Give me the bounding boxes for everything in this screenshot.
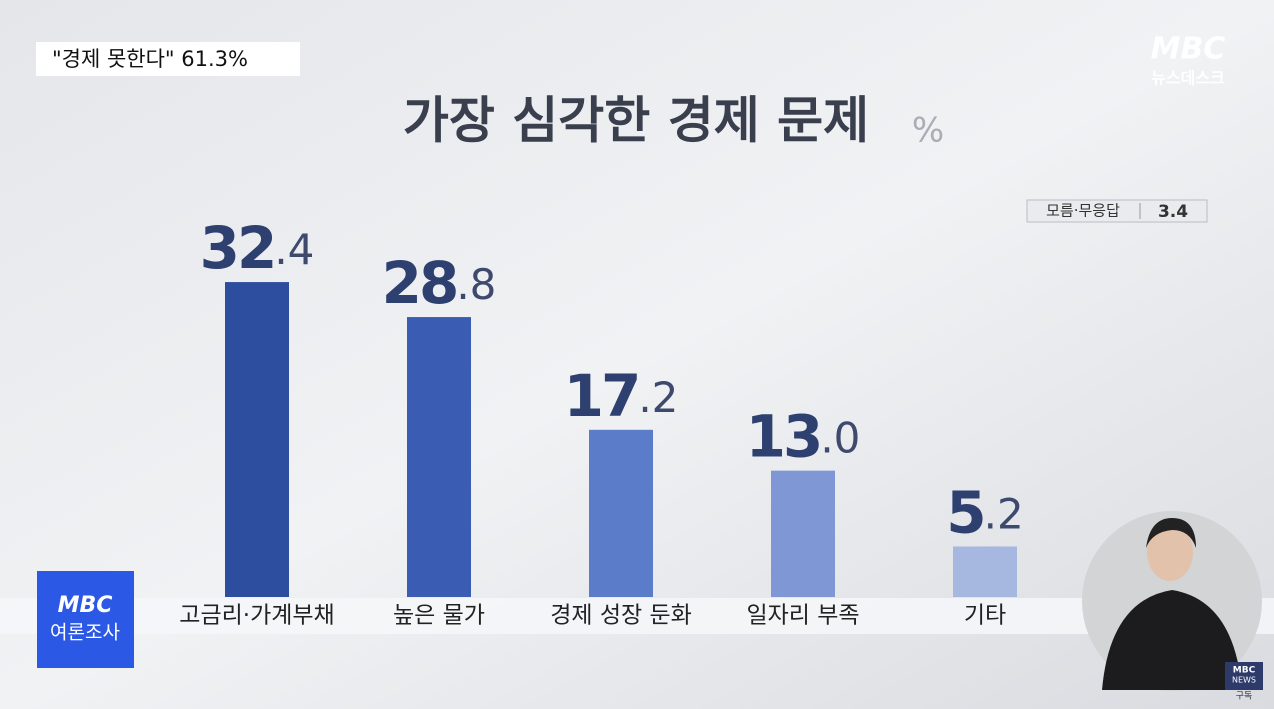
badge-bottom: 여론조사 [50,622,120,644]
note-box [1026,199,1208,223]
label-strip [0,598,1274,634]
bar [771,470,835,597]
bars: 32.4 고금리·가계부채 28.8 높은 물가 17.2 경제 성장 둔화 13.0 일자리… [179,214,1023,628]
x-tick-label: 높은 물가 [393,603,485,629]
bar [407,317,471,597]
corner-middle: NEWS [1232,676,1256,685]
corner-top: MBC [1233,666,1256,676]
bar [953,546,1017,597]
badge [37,571,134,668]
value-label: 32.4 [200,214,315,282]
chart-title: 가장 심각한 경제 문제 [403,92,869,150]
bar [225,282,289,597]
x-tick-label: 기타 [964,603,1006,629]
bar [589,429,653,597]
value-label: 17.2 [564,362,679,430]
caption-box [36,42,300,76]
interpreter-face [1147,523,1193,581]
corner-logo [1225,662,1263,690]
value-label: 28.8 [382,249,497,317]
corner-bottom: 구독 [1236,691,1253,702]
unit: % [912,111,944,151]
logo-top: MBC [1151,32,1226,67]
x-tick-label: 고금리·가계부채 [179,603,334,629]
badge-top: MBC [58,593,113,618]
value-label: 13.0 [746,403,861,471]
caption: "경제 못한다" 61.3% [52,47,248,71]
note-value: 3.4 [1158,202,1188,222]
value-label: 5.2 [946,479,1023,547]
x-tick-label: 경제 성장 둔화 [550,603,692,629]
note-label: 모름·무응답 [1046,202,1120,220]
interpreter-body [1102,590,1242,690]
interpreter-hair [1146,518,1196,548]
logo-bottom: 뉴스데스크 [1151,69,1225,88]
x-tick-label: 일자리 부족 [746,603,859,629]
